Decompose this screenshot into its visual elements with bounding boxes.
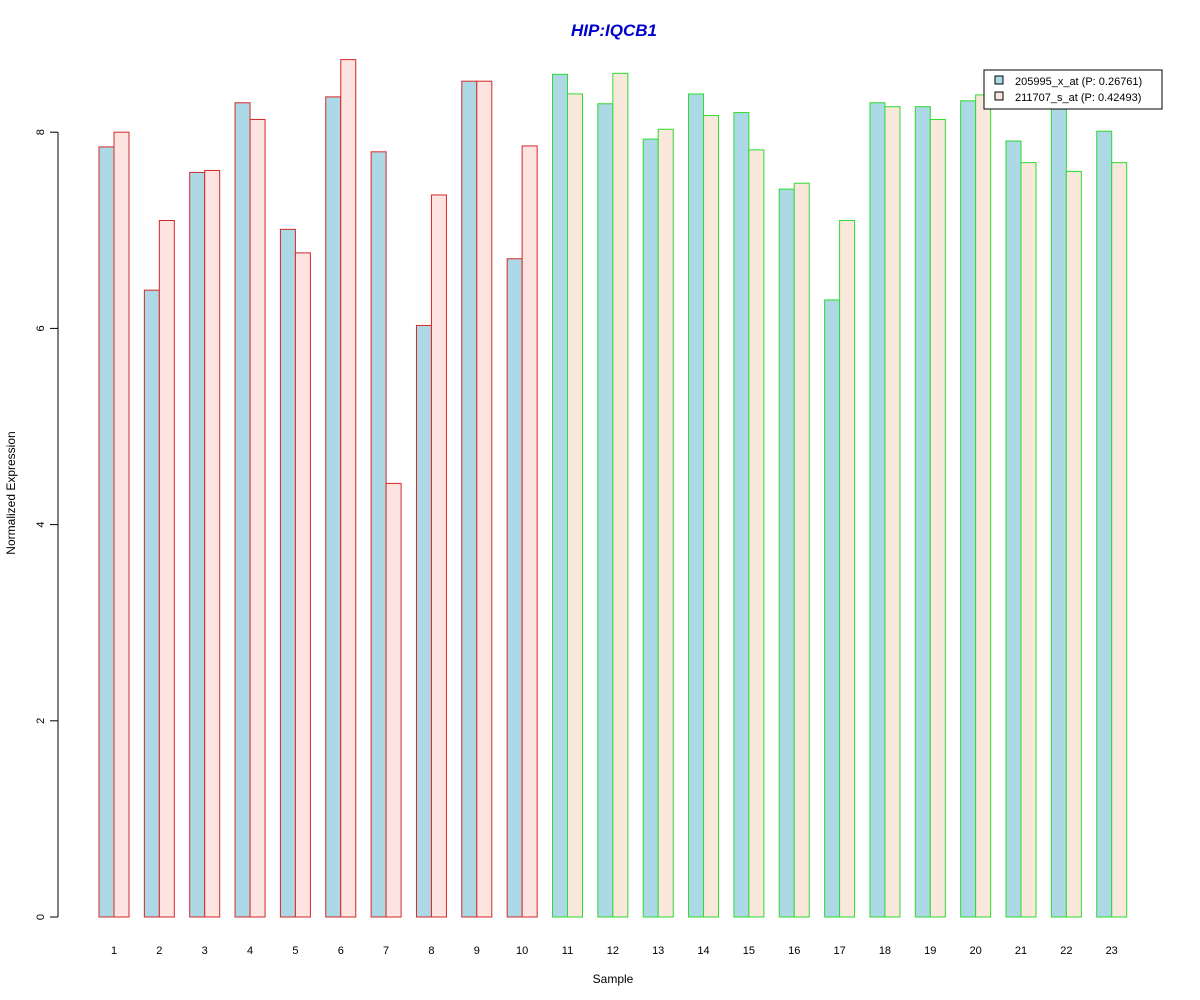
x-tick-label: 23 [1106, 945, 1118, 957]
bar-series1-sample-15 [733, 112, 750, 918]
bar-series2-sample-11 [567, 93, 583, 918]
x-tick-label: 2 [156, 945, 162, 957]
legend-label-2: 211707_s_at (P: 0.42493) [1015, 92, 1141, 104]
bar-series2-sample-13 [657, 128, 674, 918]
bar-series2-sample-20 [975, 94, 992, 918]
bar-series1-sample-6 [325, 96, 342, 918]
bar-series2-sample-3 [204, 169, 221, 918]
bar-series1-sample-5 [279, 228, 296, 918]
y-tick-label: 0 [35, 914, 47, 920]
bar-series1-sample-16 [778, 188, 795, 918]
bar-series2-sample-17 [839, 219, 856, 918]
x-tick-label: 17 [833, 945, 845, 957]
x-axis-label: Sample [593, 972, 634, 986]
bar-series2-sample-23 [1111, 162, 1128, 918]
bar-series1-sample-11 [552, 73, 568, 918]
bar-series2-sample-7 [385, 482, 402, 918]
x-tick-label: 16 [788, 945, 800, 957]
bar-series1-sample-9 [461, 80, 478, 918]
x-tick-label: 20 [970, 945, 982, 957]
x-tick-label: 5 [292, 945, 298, 957]
legend: 205995_x_at (P: 0.26761) 211707_s_at (P:… [983, 69, 1163, 110]
y-tick-label: 4 [35, 522, 47, 528]
bar-series2-sample-6 [340, 59, 357, 918]
legend-label-1: 205995_x_at (P: 0.26761) [1015, 76, 1142, 88]
x-tick-label: 4 [247, 945, 253, 957]
chart-title: HIP:IQCB1 [571, 21, 657, 40]
bar-series1-sample-13 [642, 138, 659, 918]
bar-series2-sample-14 [703, 115, 720, 918]
y-axis-label: Normalized Expression [4, 431, 18, 554]
bar-series2-sample-8 [430, 194, 447, 918]
x-tick-label: 1 [111, 945, 117, 957]
x-tick-label: 11 [562, 945, 573, 957]
bar-series2-sample-15 [748, 149, 765, 918]
y-tick-label: 2 [35, 718, 47, 724]
x-tick-label: 6 [338, 945, 344, 957]
bar-series1-sample-4 [234, 102, 251, 918]
bar-series2-sample-10 [521, 145, 538, 918]
x-tick-label: 9 [474, 945, 480, 957]
bar-series1-sample-10 [506, 258, 523, 918]
x-axis-tick-labels: 1 2 3 4 5 6 7 8 9 10 11 12 13 14 15 16 17 18 19 20 21 22 23 [111, 945, 1118, 957]
bar-series1-sample-14 [688, 93, 705, 918]
bar-series2-sample-4 [249, 118, 266, 918]
bar-series1-sample-20 [960, 100, 977, 918]
x-tick-label: 8 [428, 945, 434, 957]
x-tick-label: 18 [879, 945, 891, 957]
bar-series1-sample-23 [1096, 130, 1113, 918]
x-tick-label: 12 [607, 945, 619, 957]
bars [98, 59, 1128, 918]
bar-series2-sample-18 [884, 106, 901, 918]
bar-series2-sample-1 [113, 131, 130, 918]
bar-series1-sample-21 [1005, 140, 1022, 918]
bar-series1-sample-12 [597, 103, 614, 918]
bar-series1-sample-22 [1050, 107, 1067, 918]
bar-series1-sample-7 [370, 151, 387, 918]
bar-series1-sample-2 [143, 289, 160, 918]
x-tick-label: 13 [652, 945, 664, 957]
bar-series2-sample-21 [1020, 162, 1037, 918]
bar-series1-sample-18 [869, 102, 886, 918]
x-tick-label: 3 [202, 945, 208, 957]
bar-series1-sample-1 [98, 146, 115, 918]
bar-series1-sample-3 [189, 171, 206, 918]
y-tick-label: 8 [35, 129, 47, 135]
bar-series2-sample-5 [294, 252, 311, 918]
x-tick-label: 7 [383, 945, 389, 957]
legend-swatch-2 [994, 91, 1004, 101]
bar-series1-sample-17 [824, 299, 841, 918]
y-tick-label: 6 [35, 325, 47, 331]
bar-series2-sample-22 [1065, 170, 1082, 918]
bar-series2-sample-19 [929, 118, 946, 918]
bar-series1-sample-8 [415, 324, 432, 918]
bar-series2-sample-12 [612, 72, 629, 918]
x-tick-label: 15 [743, 945, 755, 957]
x-tick-label: 14 [697, 945, 709, 957]
legend-swatch-1 [994, 75, 1004, 85]
x-tick-label: 10 [516, 945, 528, 957]
bar-series2-sample-2 [158, 219, 175, 918]
bar-series1-sample-19 [914, 106, 931, 918]
bar-series2-sample-9 [476, 80, 493, 918]
x-tick-label: 21 [1015, 945, 1027, 957]
x-tick-label: 19 [924, 945, 936, 957]
bar-series2-sample-16 [793, 182, 810, 918]
legend-box [983, 69, 1163, 110]
y-axis: 0 2 4 6 8 [35, 129, 59, 920]
x-tick-label: 22 [1060, 945, 1072, 957]
